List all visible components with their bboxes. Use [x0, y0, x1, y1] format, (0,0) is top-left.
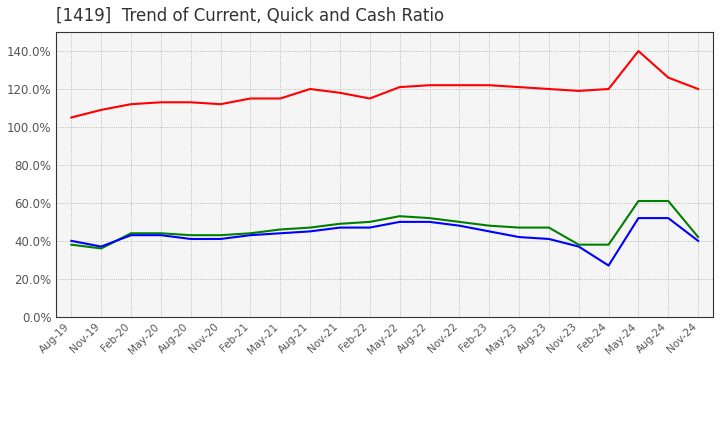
Quick Ratio	[544, 225, 553, 230]
Cash Ratio	[455, 223, 464, 228]
Text: [1419]  Trend of Current, Quick and Cash Ratio: [1419] Trend of Current, Quick and Cash …	[56, 7, 444, 25]
Quick Ratio	[67, 242, 76, 247]
Cash Ratio	[395, 219, 404, 224]
Cash Ratio	[97, 244, 106, 249]
Current Ratio	[604, 86, 613, 92]
Current Ratio	[575, 88, 583, 94]
Cash Ratio	[246, 232, 255, 238]
Cash Ratio	[366, 225, 374, 230]
Quick Ratio	[426, 216, 434, 221]
Cash Ratio	[216, 236, 225, 242]
Quick Ratio	[455, 219, 464, 224]
Cash Ratio	[575, 244, 583, 249]
Quick Ratio	[694, 235, 703, 240]
Current Ratio	[694, 86, 703, 92]
Quick Ratio	[366, 219, 374, 224]
Quick Ratio	[664, 198, 672, 204]
Line: Cash Ratio: Cash Ratio	[71, 218, 698, 266]
Quick Ratio	[634, 198, 643, 204]
Current Ratio	[216, 102, 225, 107]
Current Ratio	[306, 86, 315, 92]
Quick Ratio	[395, 213, 404, 219]
Cash Ratio	[336, 225, 344, 230]
Cash Ratio	[664, 216, 672, 221]
Cash Ratio	[276, 231, 284, 236]
Current Ratio	[395, 84, 404, 90]
Cash Ratio	[156, 232, 165, 238]
Cash Ratio	[634, 216, 643, 221]
Current Ratio	[127, 102, 135, 107]
Cash Ratio	[485, 229, 493, 234]
Current Ratio	[276, 96, 284, 101]
Cash Ratio	[67, 238, 76, 243]
Quick Ratio	[485, 223, 493, 228]
Cash Ratio	[127, 232, 135, 238]
Current Ratio	[156, 99, 165, 105]
Current Ratio	[186, 99, 195, 105]
Current Ratio	[544, 86, 553, 92]
Current Ratio	[336, 90, 344, 95]
Cash Ratio	[694, 238, 703, 243]
Cash Ratio	[604, 263, 613, 268]
Current Ratio	[366, 96, 374, 101]
Quick Ratio	[127, 231, 135, 236]
Cash Ratio	[544, 236, 553, 242]
Quick Ratio	[575, 242, 583, 247]
Current Ratio	[664, 75, 672, 80]
Quick Ratio	[604, 242, 613, 247]
Quick Ratio	[306, 225, 315, 230]
Quick Ratio	[276, 227, 284, 232]
Quick Ratio	[216, 232, 225, 238]
Quick Ratio	[186, 232, 195, 238]
Current Ratio	[97, 107, 106, 113]
Current Ratio	[515, 84, 523, 90]
Cash Ratio	[306, 229, 315, 234]
Line: Quick Ratio: Quick Ratio	[71, 201, 698, 249]
Current Ratio	[634, 48, 643, 54]
Current Ratio	[485, 83, 493, 88]
Legend: Current Ratio, Quick Ratio, Cash Ratio: Current Ratio, Quick Ratio, Cash Ratio	[188, 436, 581, 440]
Quick Ratio	[97, 246, 106, 251]
Current Ratio	[67, 115, 76, 120]
Cash Ratio	[515, 235, 523, 240]
Current Ratio	[455, 83, 464, 88]
Current Ratio	[246, 96, 255, 101]
Current Ratio	[426, 83, 434, 88]
Quick Ratio	[246, 231, 255, 236]
Cash Ratio	[426, 219, 434, 224]
Quick Ratio	[515, 225, 523, 230]
Cash Ratio	[186, 236, 195, 242]
Line: Current Ratio: Current Ratio	[71, 51, 698, 117]
Quick Ratio	[156, 231, 165, 236]
Quick Ratio	[336, 221, 344, 227]
